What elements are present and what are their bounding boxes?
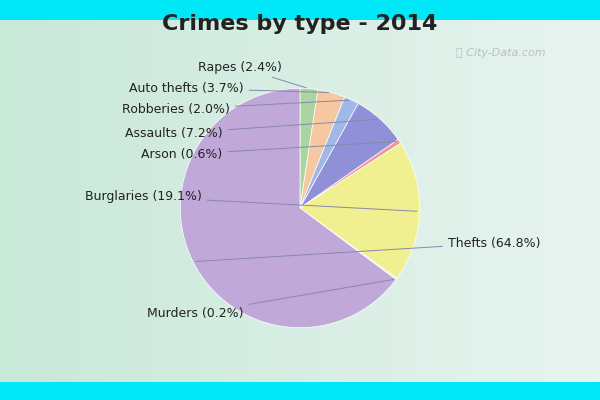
Text: Crimes by type - 2014: Crimes by type - 2014 (163, 14, 437, 34)
Wedge shape (300, 97, 358, 208)
Text: Rapes (2.4%): Rapes (2.4%) (198, 61, 307, 88)
Text: Murders (0.2%): Murders (0.2%) (147, 280, 394, 320)
Wedge shape (300, 208, 397, 280)
Wedge shape (300, 104, 398, 208)
Text: Thefts (64.8%): Thefts (64.8%) (196, 237, 541, 262)
Text: Arson (0.6%): Arson (0.6%) (142, 142, 397, 161)
Text: Robberies (2.0%): Robberies (2.0%) (122, 100, 349, 116)
Wedge shape (181, 88, 396, 328)
Wedge shape (300, 90, 345, 208)
Text: Assaults (7.2%): Assaults (7.2%) (125, 120, 377, 140)
Text: ⓘ City-Data.com: ⓘ City-Data.com (456, 48, 545, 58)
Text: Auto thefts (3.7%): Auto thefts (3.7%) (129, 82, 329, 95)
Wedge shape (300, 88, 318, 208)
Wedge shape (300, 143, 419, 278)
Text: Burglaries (19.1%): Burglaries (19.1%) (85, 190, 417, 211)
Wedge shape (300, 140, 401, 208)
